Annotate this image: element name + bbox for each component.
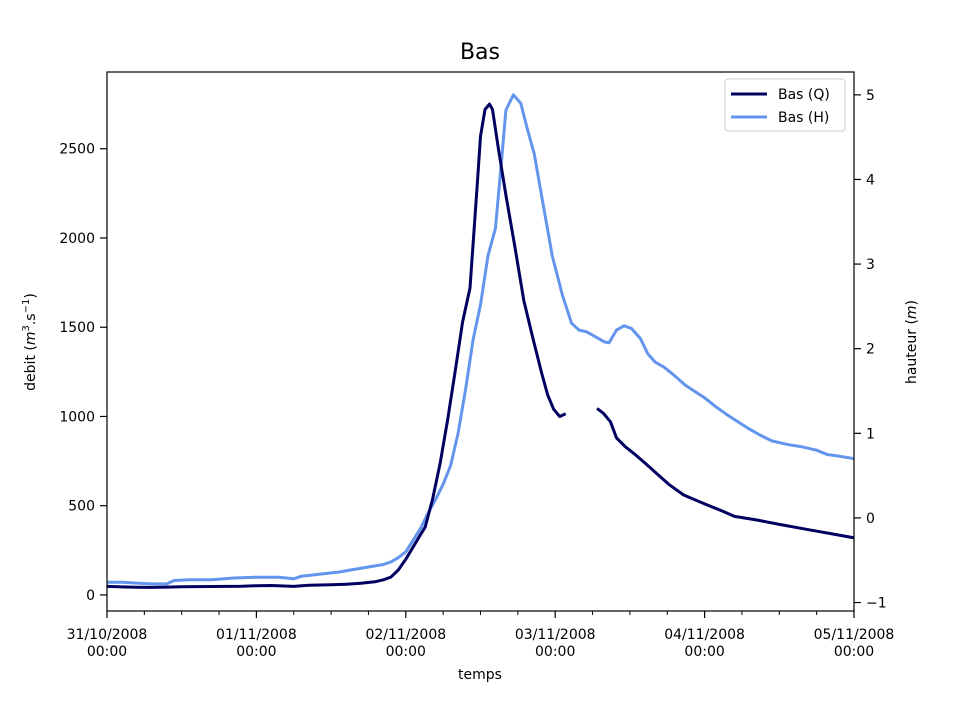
x-tick-label-time: 00:00 [684,644,724,660]
x-tick-label-time: 00:00 [834,644,874,660]
x-tick-label-time: 00:00 [386,644,426,660]
x-tick-label-date: 04/11/2008 [664,627,745,643]
y-right-tick-label: 4 [866,172,875,188]
x-tick-label-date: 31/10/2008 [67,627,148,643]
x-tick-label-time: 00:00 [87,644,127,660]
legend-label-h: Bas (H) [778,110,829,126]
y-left-axis-label: debit (m3.s−1) [21,293,39,391]
series-layer [107,93,854,589]
y-left-tick-label: 0 [86,588,95,604]
x-tick-label-date: 02/11/2008 [365,627,446,643]
legend: Bas (Q) Bas (H) [724,78,846,132]
y-right-tick-label: 1 [866,426,875,442]
y-left-tick-label: 2000 [59,231,95,247]
y-right-tick-label: 5 [866,88,875,104]
y-right-tick-label: 2 [866,342,875,358]
y-right-axis: −1 0 1 2 3 4 5 [854,88,887,612]
series-line-h [107,93,854,586]
y-left-tick-label: 1500 [59,320,95,336]
x-tick-label-date: 01/11/2008 [216,627,297,643]
series-line-q [596,407,854,540]
x-axis-label: temps [458,667,502,683]
x-tick-label-time: 00:00 [236,644,276,660]
y-right-tick-label: 0 [866,511,875,527]
series-line-q [107,102,567,589]
y-left-axis: 0 500 1000 1500 2000 2500 [59,142,107,604]
x-tick-label-time: 00:00 [535,644,575,660]
y-left-tick-label: 1000 [59,409,95,425]
chart-title: Bas [460,40,500,65]
y-left-tick-label: 500 [68,499,95,515]
y-right-tick-label: 3 [866,257,875,273]
y-right-axis-label: hauteur (m) [904,300,920,384]
legend-label-q: Bas (Q) [778,87,830,103]
y-left-tick-label: 2500 [59,142,95,158]
x-tick-label-date: 03/11/2008 [515,627,596,643]
x-tick-label-date: 05/11/2008 [814,627,895,643]
y-right-tick-label: −1 [866,596,887,612]
x-axis: 31/10/200800:0001/11/200800:0002/11/2008… [67,611,895,660]
